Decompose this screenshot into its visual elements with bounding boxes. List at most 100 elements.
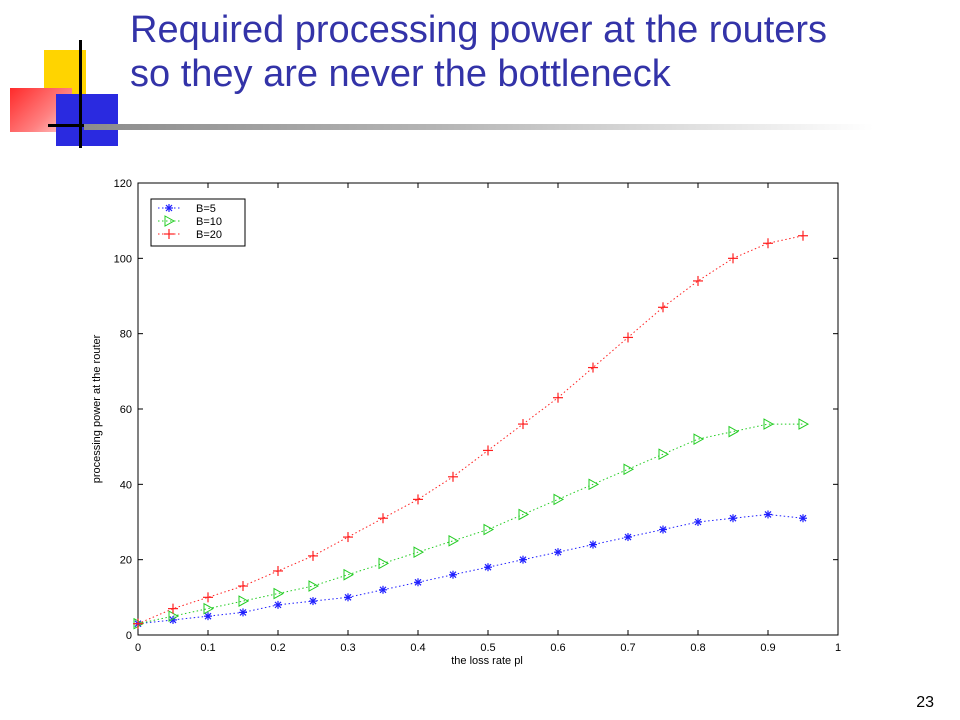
data-point-b-20 (588, 362, 598, 373)
data-point-b-10 (693, 433, 705, 445)
data-point-b-20 (693, 275, 703, 286)
asterisk-stroke (165, 204, 173, 212)
data-point-b-10 (273, 587, 285, 600)
asterisk-stroke (589, 541, 597, 549)
data-point-b-20 (273, 565, 283, 576)
data-point-b-5 (239, 608, 247, 617)
logo-vertical-line (79, 40, 82, 148)
data-point-b-20 (623, 332, 633, 343)
axis-ticks: 0 0.1 0.2 0.3 0.4 0.5 0.6 0.7 0.8 0.9 1 0 20 40 60 80 10… (114, 178, 841, 654)
data-point-b-20 (763, 238, 773, 249)
data-point-b-20 (658, 302, 668, 313)
data-point-b-10 (343, 568, 355, 581)
x-tick-label: 0.1 (200, 642, 215, 654)
data-point-b-5 (519, 555, 527, 564)
data-point-b-20 (483, 445, 493, 456)
asterisk-stroke (379, 586, 387, 594)
data-point-b-5 (659, 525, 667, 534)
legend-marker (164, 229, 174, 239)
data-point-b-20 (798, 230, 808, 241)
series-lines (137, 235, 804, 625)
legend-marker (165, 204, 173, 212)
data-point-b-5 (274, 600, 282, 609)
data-point-b-5 (484, 563, 492, 572)
data-point-b-5 (589, 540, 597, 549)
data-point-b-5 (729, 514, 737, 523)
y-tick-label: 0 (126, 630, 132, 642)
asterisk-stroke (449, 571, 457, 579)
x-tick-label: 0 (135, 642, 141, 654)
data-point-b-20 (448, 471, 458, 482)
page-number: 23 (916, 694, 934, 711)
logo-horizontal-line (48, 124, 88, 127)
y-axis-label: processing power at the router (91, 334, 103, 483)
asterisk-stroke (799, 514, 807, 522)
data-point-b-20 (203, 592, 213, 603)
data-point-b-5 (799, 514, 807, 523)
data-point-b-10 (168, 610, 180, 623)
legend-label: B=10 (196, 216, 222, 228)
asterisk-stroke (204, 612, 212, 620)
slide-title-line2: so they are never the bottleneck (130, 53, 671, 95)
slide-title: Required processing power at the routers… (130, 8, 930, 96)
series-markers (133, 230, 810, 630)
asterisk-stroke (519, 556, 527, 564)
slide-title-line1: Required processing power at the routers (130, 9, 828, 51)
data-point-b-5 (449, 570, 457, 579)
data-point-b-20 (518, 419, 528, 430)
data-point-b-5 (414, 578, 422, 587)
asterisk-stroke (764, 511, 772, 518)
x-tick-label: 0.4 (410, 642, 425, 654)
y-tick-label: 80 (120, 329, 132, 341)
logo-blue-square (56, 94, 118, 146)
legend-label: B=20 (196, 229, 222, 241)
title-underline (84, 124, 874, 130)
data-point-b-10 (203, 602, 215, 615)
x-tick-label: 0.9 (760, 642, 775, 654)
asterisk-stroke (554, 548, 562, 556)
legend-marker (164, 215, 176, 227)
y-tick-label: 100 (114, 253, 132, 265)
asterisk-stroke (414, 578, 422, 586)
series-line-b-5 (137, 513, 804, 625)
data-point-b-20 (343, 532, 353, 543)
data-point-b-20 (238, 581, 248, 592)
data-point-b-10 (658, 448, 670, 461)
data-point-b-10 (623, 463, 635, 476)
plot-area (137, 182, 839, 636)
asterisk-stroke (729, 514, 737, 522)
x-tick-label: 0.6 (550, 642, 565, 654)
asterisk-stroke (344, 593, 352, 601)
data-point-b-10 (448, 534, 460, 547)
series-line-b-10 (137, 423, 803, 625)
data-point-b-5 (379, 585, 387, 594)
asterisk-stroke (659, 526, 667, 533)
data-point-b-10 (238, 595, 250, 607)
data-point-b-5 (694, 518, 702, 526)
x-tick-label: 0.3 (340, 642, 355, 654)
legend-box (150, 198, 246, 247)
data-point-b-5 (554, 548, 562, 557)
data-point-b-10 (308, 580, 320, 592)
data-point-b-5 (344, 593, 352, 602)
data-point-b-10 (483, 523, 495, 536)
data-point-b-10 (518, 508, 530, 521)
data-point-b-5 (204, 612, 212, 621)
data-point-b-20 (378, 513, 388, 524)
legend-label: B=5 (196, 203, 216, 215)
x-tick-label: 0.7 (620, 642, 635, 654)
x-tick-label: 0.8 (690, 642, 705, 654)
legend: B=5B=10B=20 (150, 198, 246, 247)
y-tick-label: 20 (120, 555, 132, 567)
data-point-b-10 (763, 418, 775, 430)
data-point-b-20 (133, 618, 143, 629)
asterisk-stroke (239, 608, 247, 616)
slide-logo (0, 0, 140, 160)
data-point-b-10 (378, 557, 390, 570)
data-point-b-10 (553, 493, 565, 506)
data-point-b-10 (588, 478, 600, 491)
data-point-b-5 (624, 533, 632, 542)
asterisk-stroke (484, 563, 492, 571)
asterisk-stroke (309, 597, 317, 605)
